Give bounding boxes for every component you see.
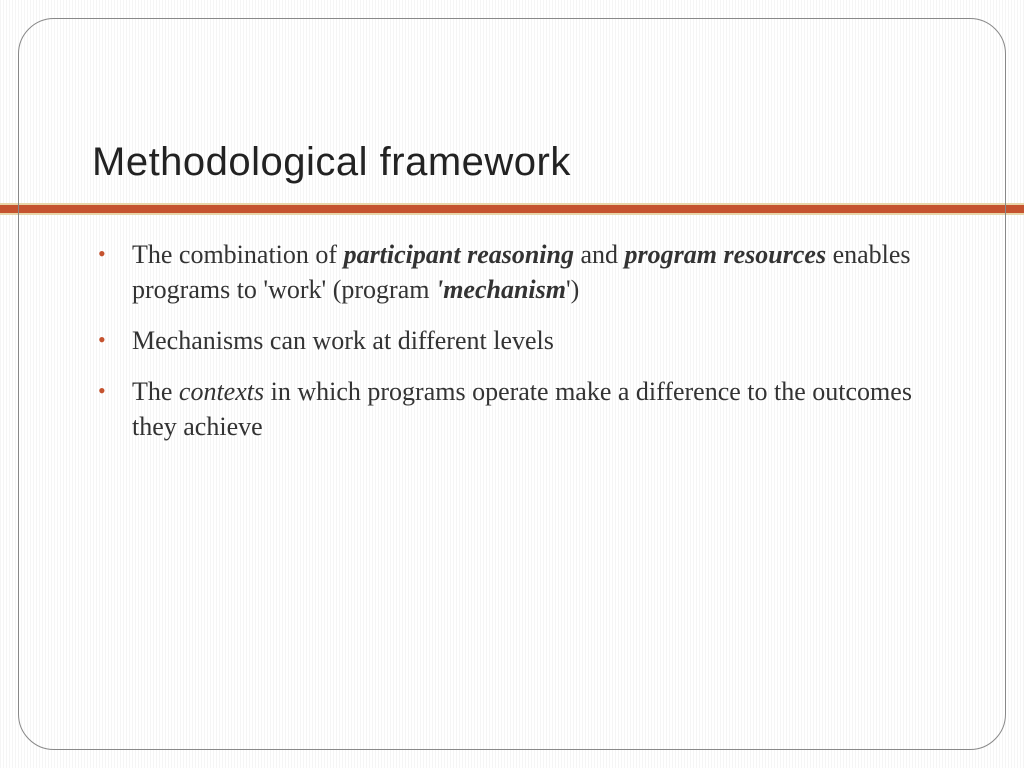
bullet-list: •The combination of participant reasonin… (0, 215, 1024, 444)
list-item: •Mechanisms can work at different levels (92, 323, 954, 358)
list-item: •The contexts in which programs operate … (92, 374, 954, 444)
bullet-marker-icon: • (92, 374, 132, 408)
bullet-text: Mechanisms can work at different levels (132, 323, 954, 358)
bullet-marker-icon: • (92, 237, 132, 271)
title-block: Methodological framework (0, 0, 1024, 203)
bullet-text: The contexts in which programs operate m… (132, 374, 954, 444)
divider-bar (0, 203, 1024, 215)
bullet-marker-icon: • (92, 323, 132, 357)
slide-title: Methodological framework (92, 140, 964, 185)
slide-content: Methodological framework •The combinatio… (0, 0, 1024, 768)
bullet-text: The combination of participant reasoning… (132, 237, 954, 307)
list-item: •The combination of participant reasonin… (92, 237, 954, 307)
slide: Methodological framework •The combinatio… (0, 0, 1024, 768)
